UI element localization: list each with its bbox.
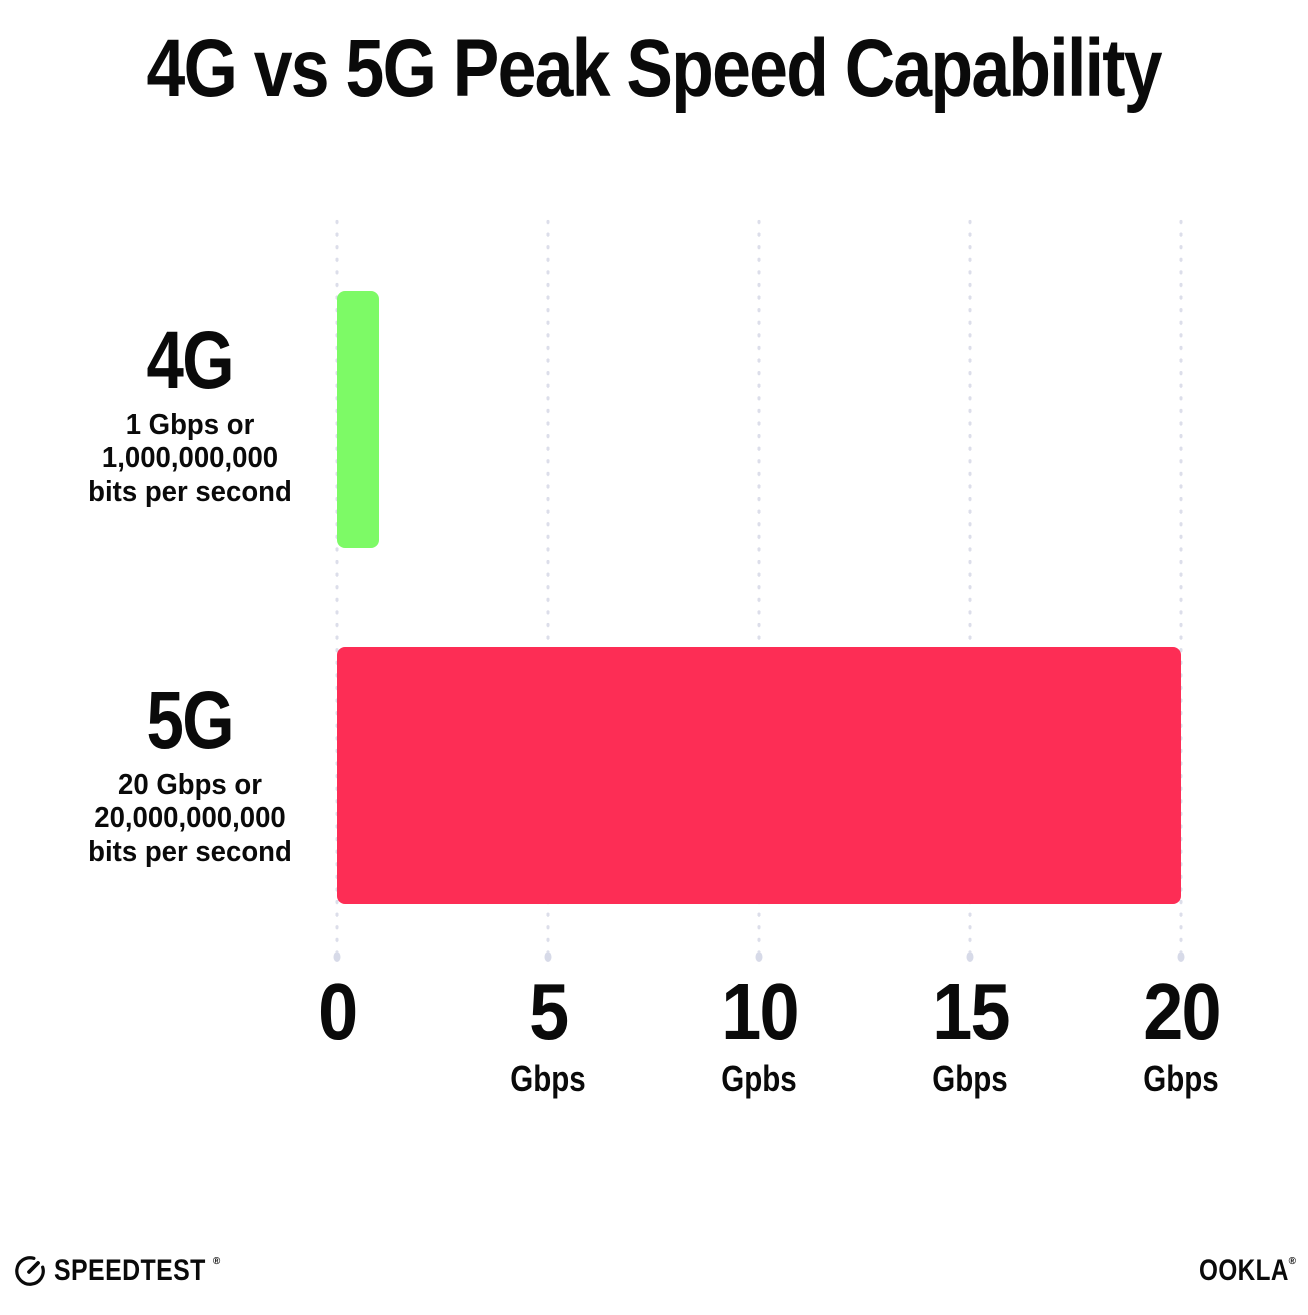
- x-tick-0: 0: [217, 972, 457, 1097]
- gridline-5: [545, 219, 551, 952]
- x-tick-2-number: 10: [720, 967, 799, 1056]
- x-tick-4-unit: Gbps: [1143, 1058, 1219, 1099]
- category-name-4g-text: 4G: [146, 315, 235, 406]
- x-tick-1: 5 Gbps: [428, 972, 668, 1097]
- desc-line: 1 Gbps or: [125, 409, 255, 441]
- category-desc-5g: 20 Gbps or 20,000,000,000 bits per secon…: [48, 769, 333, 869]
- category-name-5g-text: 5G: [146, 675, 235, 766]
- ookla-wordmark: OOKLA: [1198, 1254, 1289, 1287]
- speedtest-trademark: ®: [212, 1256, 221, 1267]
- gridline-15: [967, 219, 973, 952]
- bar-4g: [337, 291, 379, 548]
- desc-line: 20 Gbps or: [118, 769, 262, 801]
- x-tick-3-unit: Gbps: [932, 1058, 1008, 1099]
- category-desc-4g: 1 Gbps or 1,000,000,000 bits per second: [48, 409, 333, 509]
- bar-5g: [337, 647, 1181, 904]
- category-name-4g: 4G: [40, 320, 340, 402]
- desc-line: 1,000,000,000: [101, 442, 279, 475]
- category-label-5g: 5G 20 Gbps or 20,000,000,000 bits per se…: [40, 680, 340, 869]
- desc-line: 20,000,000,000: [94, 802, 286, 835]
- category-label-4g: 4G 1 Gbps or 1,000,000,000 bits per seco…: [40, 320, 340, 509]
- ookla-trademark: ®: [1288, 1256, 1296, 1267]
- speedtest-logo: SPEEDTEST ®: [13, 1254, 220, 1288]
- page-title: 4G vs 5G Peak Speed Capability: [146, 23, 1163, 114]
- x-tick-2: 10 Gpbs: [639, 972, 879, 1097]
- gridline-0: [334, 219, 340, 952]
- x-tick-3-number: 15: [931, 967, 1010, 1056]
- x-tick-2-unit: Gpbs: [721, 1058, 797, 1099]
- speedtest-gauge-icon: [15, 1256, 45, 1286]
- x-tick-1-unit: Gbps: [510, 1058, 586, 1099]
- gridline-20: [1178, 219, 1184, 952]
- x-tick-4-number: 20: [1142, 967, 1221, 1056]
- title-bar: 4G vs 5G Peak Speed Capability: [0, 22, 1308, 116]
- x-tick-4: 20 Gbps: [1061, 972, 1301, 1097]
- ookla-logo: OOKLA ®: [1178, 1254, 1296, 1288]
- desc-line: bits per second: [88, 475, 292, 508]
- desc-line: bits per second: [88, 835, 292, 868]
- speedtest-wordmark: SPEEDTEST: [54, 1254, 206, 1287]
- category-name-5g: 5G: [40, 680, 340, 762]
- x-tick-1-number: 5: [528, 967, 569, 1056]
- gridline-10: [756, 219, 762, 952]
- x-tick-3: 15 Gbps: [850, 972, 1090, 1097]
- x-tick-0-number: 0: [317, 967, 358, 1056]
- footer: SPEEDTEST ® OOKLA ®: [0, 1248, 1308, 1302]
